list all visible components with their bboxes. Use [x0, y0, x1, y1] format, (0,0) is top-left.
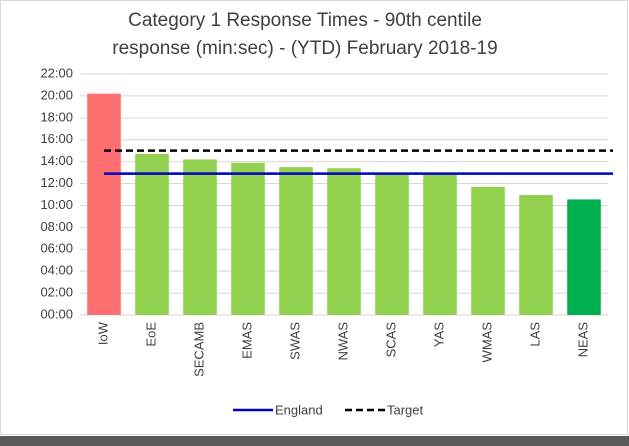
legend-label: Target [387, 402, 424, 417]
y-tick-label: 12:00 [40, 175, 73, 190]
x-tick-label: SWAS [287, 322, 302, 360]
y-tick-label: 06:00 [40, 241, 73, 256]
x-tick-label: WMAS [479, 322, 494, 363]
y-tick-label: 08:00 [40, 219, 73, 234]
x-tick-label: IoW [95, 321, 110, 345]
y-tick-label: 02:00 [40, 285, 73, 300]
chart-title: response (min:sec) - (YTD) February 2018… [112, 38, 497, 59]
y-tick-label: 22:00 [40, 65, 73, 80]
y-tick-label: 18:00 [40, 109, 73, 124]
y-tick-label: 10:00 [40, 197, 73, 212]
chart-title: Category 1 Response Times - 90th centile [128, 10, 482, 31]
y-tick-label: 00:00 [40, 306, 73, 321]
bar [135, 153, 169, 315]
bar [375, 174, 409, 315]
x-tick-label: NEAS [575, 322, 590, 358]
bar [279, 167, 313, 315]
bar [327, 168, 361, 315]
bar [519, 195, 553, 315]
y-tick-label: 04:00 [40, 263, 73, 278]
bar [87, 93, 121, 315]
x-tick-label: YAS [431, 322, 446, 347]
bar [183, 159, 217, 315]
legend-label: England [275, 402, 323, 417]
bottom-bar [0, 436, 629, 446]
y-tick-label: 14:00 [40, 153, 73, 168]
y-tick-label: 20:00 [40, 87, 73, 102]
x-tick-label: SECAMB [191, 322, 206, 377]
bar [471, 186, 505, 315]
x-tick-label: EMAS [239, 322, 254, 359]
bar [231, 162, 265, 315]
x-tick-label: EoE [143, 322, 158, 347]
x-tick-label: LAS [527, 322, 542, 347]
bar [567, 199, 601, 315]
x-tick-label: NWAS [335, 322, 350, 361]
y-tick-label: 16:00 [40, 131, 73, 146]
bar [423, 174, 457, 315]
x-tick-label: SCAS [383, 322, 398, 358]
